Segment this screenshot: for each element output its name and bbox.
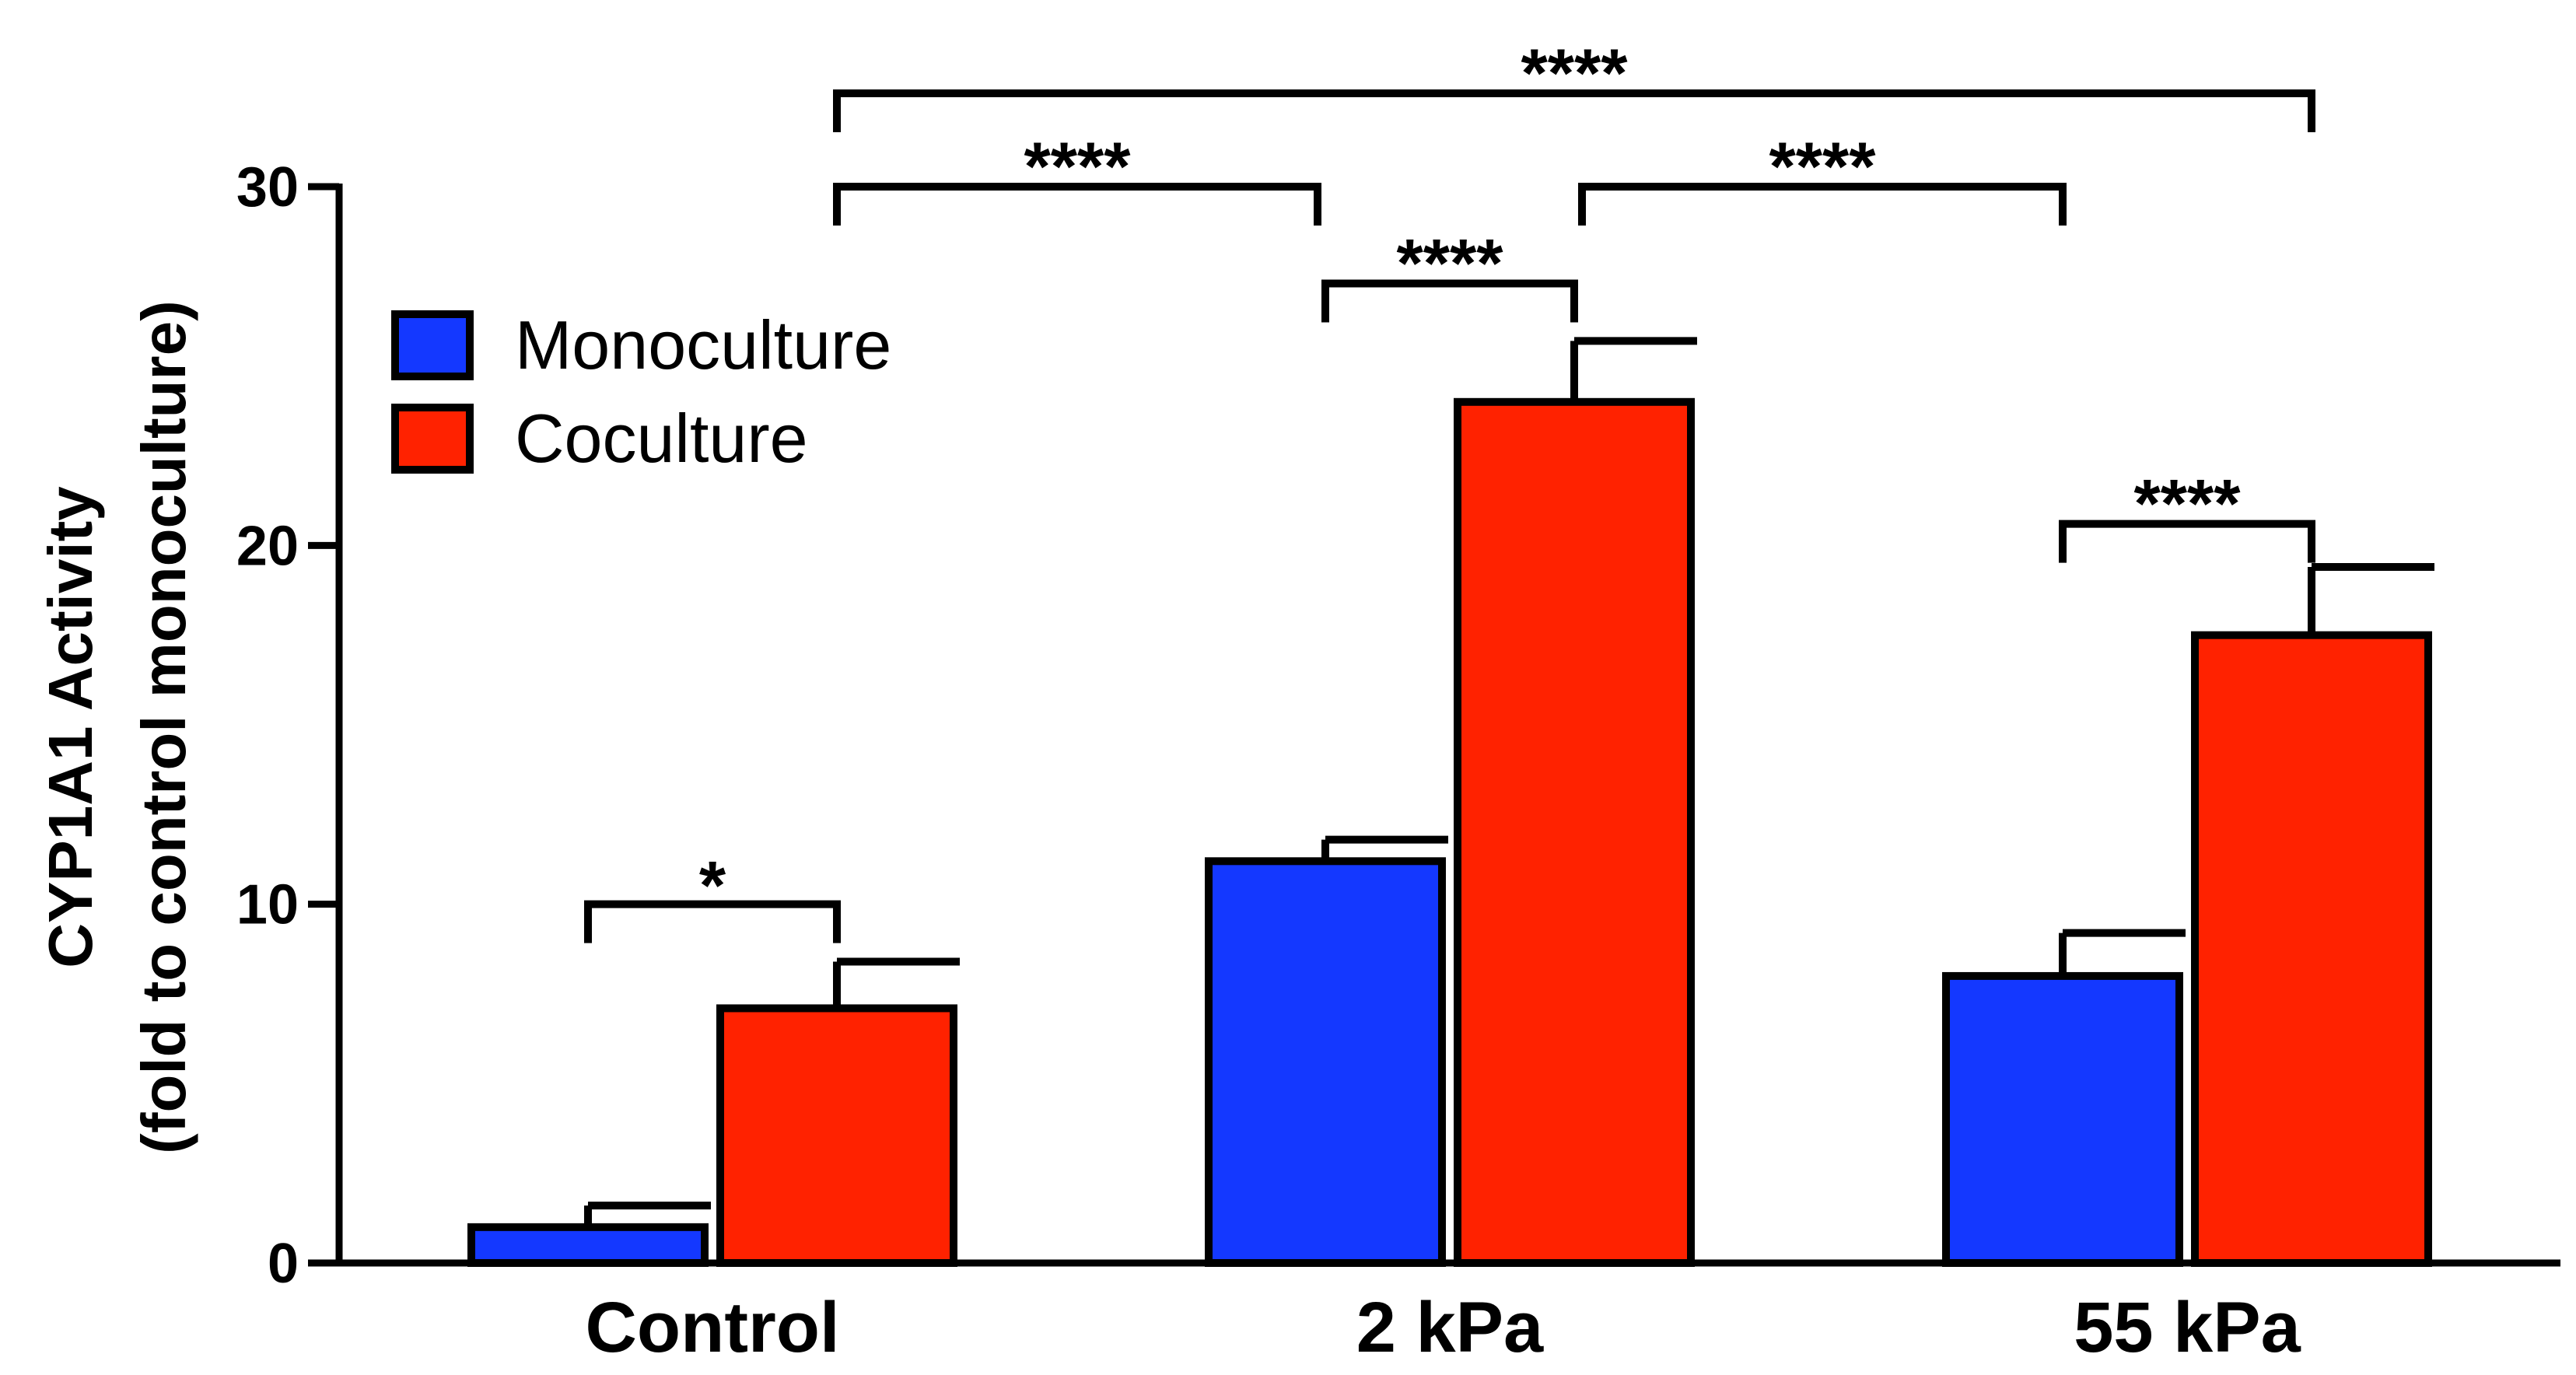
significance-bracket-1 xyxy=(1321,279,1578,323)
significance-bracket-5 xyxy=(833,89,2315,133)
legend-swatch-monoculture xyxy=(391,310,474,380)
legend: Monoculture Coculture xyxy=(391,306,891,477)
significance-bracket-2 xyxy=(2059,520,2315,563)
bar-coculture-1 xyxy=(1454,397,1695,1267)
bar-coculture-2 xyxy=(2191,631,2432,1267)
bar-coculture-0 xyxy=(716,1004,957,1268)
bar-monoculture-1 xyxy=(1205,857,1446,1267)
y-tick-label-0: 0 xyxy=(268,1233,299,1295)
y-tick-label-30: 30 xyxy=(236,156,299,219)
significance-bracket-3 xyxy=(833,183,1321,226)
category-label-2: 55 kPa xyxy=(2074,1288,2301,1367)
y-ticks: 0 10 20 30 xyxy=(236,156,339,1295)
y-tick-label-10: 10 xyxy=(236,874,299,936)
category-label-1: 2 kPa xyxy=(1356,1288,1544,1367)
significance-label-3: **** xyxy=(1024,128,1132,205)
significance-label-2: **** xyxy=(2134,465,2242,542)
error-bars xyxy=(584,337,2434,1227)
significance-label-1: **** xyxy=(1397,225,1504,302)
category-label-0: Control xyxy=(585,1288,839,1367)
y-axis-label-line-1: CYP1A1 Activity xyxy=(36,486,105,968)
category-labels: Control 2 kPa 55 kPa xyxy=(585,1288,2301,1367)
legend-swatch-coculture xyxy=(391,404,474,474)
y-axis-label-line-2: (fold to control monoculture) xyxy=(129,300,198,1154)
significance-label-0: * xyxy=(699,847,726,924)
bar-monoculture-0 xyxy=(467,1223,709,1268)
significance-bracket-4 xyxy=(1578,183,2067,226)
y-axis-label: CYP1A1 Activity (fold to control monocul… xyxy=(36,300,198,1154)
y-tick-label-20: 20 xyxy=(236,515,299,577)
significance-label-4: **** xyxy=(1769,128,1877,205)
significance-label-5: **** xyxy=(1521,34,1629,111)
significance-brackets: ************* ******** xyxy=(584,34,2315,943)
legend-label-coculture: Coculture xyxy=(515,400,808,477)
bar-monoculture-2 xyxy=(1942,971,2183,1268)
significance-bracket-0 xyxy=(584,900,841,943)
legend-label-monoculture: Monoculture xyxy=(515,306,891,383)
